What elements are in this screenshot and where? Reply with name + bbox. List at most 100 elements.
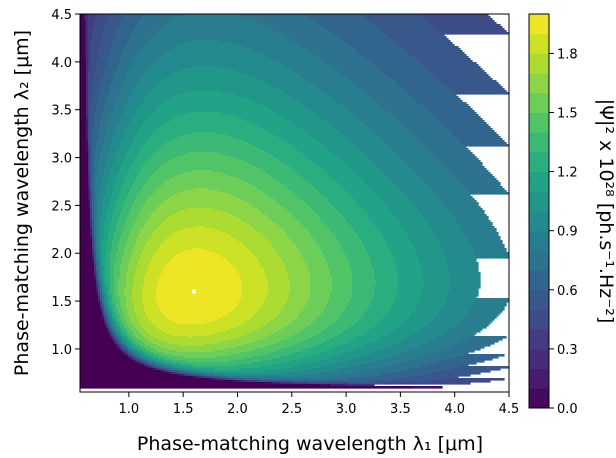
contour-band-cell xyxy=(104,194,113,197)
contour-band-cell xyxy=(110,86,123,89)
contour-band-cell xyxy=(92,84,101,87)
colorbar-band xyxy=(529,151,549,173)
contour-band-cell xyxy=(88,100,91,103)
contour-band-cell xyxy=(110,304,115,307)
contour-band-cell xyxy=(88,20,95,23)
contour-band-cell xyxy=(112,82,125,85)
contour-band-cell xyxy=(138,330,147,333)
contour-band-cell xyxy=(154,88,279,91)
contour-band-cell xyxy=(104,30,117,33)
contour-band-cell xyxy=(290,380,371,383)
contour-band-cell xyxy=(276,112,315,115)
contour-band-cell xyxy=(150,216,169,219)
contour-band-cell xyxy=(174,18,249,21)
contour-band-cell xyxy=(96,142,105,145)
contour-band-cell xyxy=(100,42,113,45)
contour-band-cell xyxy=(116,336,119,339)
contour-band-cell xyxy=(222,316,253,319)
contour-band-cell xyxy=(286,232,311,235)
contour-band-cell xyxy=(98,260,101,263)
contour-band-cell xyxy=(128,70,147,73)
contour-band-cell xyxy=(416,206,447,209)
contour-band-cell xyxy=(120,58,137,61)
contour-band-cell xyxy=(362,54,411,57)
contour-band-cell xyxy=(90,238,93,241)
contour-band-cell xyxy=(302,46,353,49)
contour-band-cell xyxy=(358,146,391,149)
contour-band-cell xyxy=(450,282,481,285)
contour-band-cell xyxy=(86,68,89,71)
contour-band-cell xyxy=(410,54,467,57)
contour-band-cell xyxy=(98,100,107,103)
contour-band-cell xyxy=(118,96,131,99)
contour-band-cell xyxy=(80,300,99,303)
contour-band-cell xyxy=(120,306,127,309)
contour-band-cell xyxy=(274,156,307,159)
contour-band-cell xyxy=(280,204,309,207)
contour-band-cell xyxy=(80,42,85,45)
contour-band-cell xyxy=(106,66,119,69)
contour-band-cell xyxy=(96,206,99,209)
contour-band-cell xyxy=(262,24,321,27)
contour-band-cell xyxy=(386,110,429,113)
contour-band-cell xyxy=(106,242,113,245)
contour-band-cell xyxy=(86,28,89,31)
contour-band-cell xyxy=(104,168,113,171)
contour-band-cell xyxy=(88,152,91,155)
contour-band-cell xyxy=(428,184,463,187)
contour-band-cell xyxy=(98,56,109,59)
contour-band-cell xyxy=(86,44,89,47)
contour-band-cell xyxy=(86,106,89,109)
plot-frame xyxy=(79,13,510,393)
contour-band-cell xyxy=(88,186,91,189)
contour-band-cell xyxy=(184,370,191,373)
y-tick-label: 2.5 xyxy=(51,199,72,214)
contour-band-cell xyxy=(242,288,269,291)
contour-band-cell xyxy=(422,142,463,145)
contour-band-cell xyxy=(148,40,195,43)
contour-band-cell xyxy=(230,42,297,45)
contour-band-cell xyxy=(80,148,87,151)
contour-band-cell xyxy=(110,302,113,305)
contour-band-cell xyxy=(88,194,91,197)
contour-band-cell xyxy=(112,248,119,251)
contour-band-cell xyxy=(156,208,187,211)
contour-band-cell xyxy=(434,232,465,235)
contour-band-cell xyxy=(198,370,213,373)
contour-band-cell xyxy=(310,108,347,111)
contour-band-cell xyxy=(324,310,345,313)
contour-band-cell xyxy=(102,150,111,153)
contour-band-cell xyxy=(100,270,103,273)
contour-band-cell xyxy=(158,226,195,229)
contour-band-cell xyxy=(388,246,415,249)
contour-band-cell xyxy=(128,238,137,241)
contour-band-cell xyxy=(106,190,113,193)
contour-band-cell xyxy=(264,128,303,131)
contour-band-cell xyxy=(126,74,145,77)
contour-band-cell xyxy=(96,230,99,233)
contour-band-cell xyxy=(128,216,139,219)
contour-band-cell xyxy=(80,272,95,275)
contour-band-cell xyxy=(298,172,327,175)
contour-band-cell xyxy=(396,298,421,301)
contour-band-cell xyxy=(88,96,93,99)
contour-band-cell xyxy=(90,178,93,181)
contour-band-cell xyxy=(178,230,221,233)
contour-band-cell xyxy=(314,20,369,23)
contour-band-cell xyxy=(106,254,111,257)
contour-band-cell xyxy=(434,154,475,157)
contour-band-cell xyxy=(118,196,127,199)
contour-band-cell xyxy=(212,378,217,381)
contour-band-cell xyxy=(166,264,233,267)
contour-band-cell xyxy=(146,142,167,145)
contour-band-cell xyxy=(330,338,355,341)
contour-band-cell xyxy=(92,98,99,101)
contour-band-cell xyxy=(268,152,303,155)
contour-band-cell xyxy=(320,142,353,145)
contour-band-cell xyxy=(308,80,351,83)
contour-band-cell xyxy=(102,118,111,121)
contour-band-cell xyxy=(86,130,89,133)
contour-band-cell xyxy=(266,298,289,301)
contour-band-cell xyxy=(158,106,267,109)
contour-band-cell xyxy=(374,224,401,227)
